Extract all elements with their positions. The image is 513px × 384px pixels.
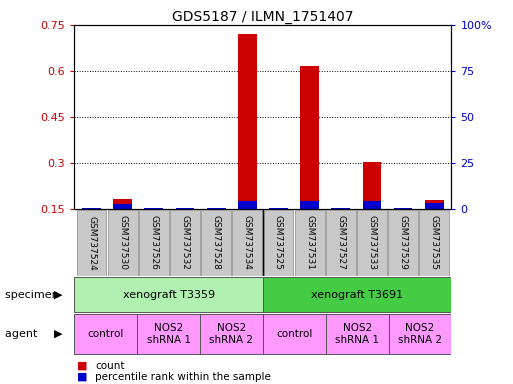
Bar: [363, 162, 381, 209]
Bar: [419, 210, 449, 276]
Text: GSM737528: GSM737528: [212, 215, 221, 270]
Bar: [232, 210, 262, 276]
Bar: [113, 204, 132, 209]
Text: GSM737526: GSM737526: [149, 215, 159, 270]
Text: GSM737535: GSM737535: [430, 215, 439, 270]
Bar: [238, 201, 256, 209]
Bar: [425, 203, 444, 209]
Bar: [389, 314, 451, 354]
Bar: [76, 210, 107, 276]
Text: GSM737525: GSM737525: [274, 215, 283, 270]
Bar: [326, 314, 389, 354]
Bar: [200, 314, 263, 354]
Bar: [326, 210, 356, 276]
Text: NOS2
shRNA 2: NOS2 shRNA 2: [209, 323, 253, 345]
Text: ■: ■: [77, 372, 87, 382]
Text: control: control: [88, 329, 124, 339]
Text: GSM737533: GSM737533: [367, 215, 377, 270]
Bar: [425, 200, 444, 209]
Bar: [201, 210, 231, 276]
Bar: [170, 210, 200, 276]
Bar: [263, 314, 326, 354]
Bar: [108, 210, 137, 276]
Bar: [113, 199, 132, 209]
Text: GSM737532: GSM737532: [181, 215, 189, 270]
Bar: [238, 34, 256, 209]
Text: NOS2
shRNA 1: NOS2 shRNA 1: [147, 323, 191, 345]
Text: ▶: ▶: [54, 290, 63, 300]
Text: ■: ■: [77, 361, 87, 371]
Text: percentile rank within the sample: percentile rank within the sample: [95, 372, 271, 382]
Text: GSM737531: GSM737531: [305, 215, 314, 270]
Bar: [388, 210, 418, 276]
Bar: [137, 314, 200, 354]
Text: GSM737534: GSM737534: [243, 215, 252, 270]
Bar: [357, 210, 387, 276]
Bar: [74, 314, 137, 354]
Text: GSM737529: GSM737529: [399, 215, 408, 270]
Text: GSM737530: GSM737530: [118, 215, 127, 270]
Bar: [263, 277, 451, 312]
Text: GSM737524: GSM737524: [87, 215, 96, 270]
Title: GDS5187 / ILMN_1751407: GDS5187 / ILMN_1751407: [172, 10, 353, 24]
Bar: [363, 201, 381, 209]
Text: xenograft T3691: xenograft T3691: [311, 290, 403, 300]
Bar: [264, 210, 293, 276]
Text: NOS2
shRNA 2: NOS2 shRNA 2: [398, 323, 442, 345]
Text: control: control: [276, 329, 312, 339]
Bar: [74, 277, 263, 312]
Text: xenograft T3359: xenograft T3359: [123, 290, 215, 300]
Text: GSM737527: GSM737527: [337, 215, 345, 270]
Text: ▶: ▶: [54, 329, 63, 339]
Text: agent: agent: [5, 329, 41, 339]
Text: count: count: [95, 361, 125, 371]
Text: NOS2
shRNA 1: NOS2 shRNA 1: [335, 323, 379, 345]
Bar: [139, 210, 169, 276]
Bar: [294, 210, 325, 276]
Bar: [300, 66, 319, 209]
Text: specimen: specimen: [5, 290, 63, 300]
Bar: [300, 201, 319, 209]
